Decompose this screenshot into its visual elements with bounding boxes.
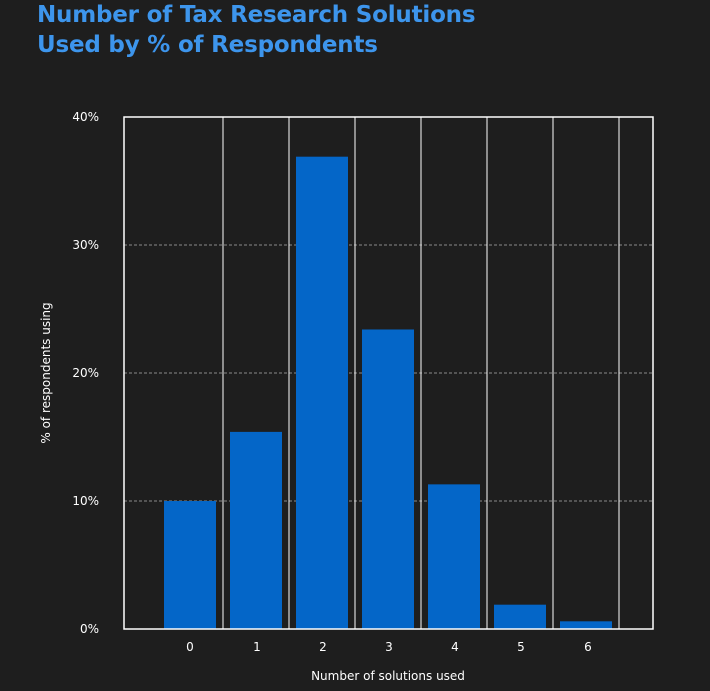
chart-title-line-2: Used by % of Respondents bbox=[37, 32, 378, 58]
bar-dividers bbox=[222, 117, 620, 629]
y-tick-label: 10% bbox=[72, 494, 99, 508]
x-tick-label: 0 bbox=[186, 640, 194, 654]
x-tick-label: 2 bbox=[319, 640, 327, 654]
x-tick-label: 4 bbox=[451, 640, 459, 654]
y-tick-label: 40% bbox=[72, 110, 99, 124]
x-axis-ticks: 0 1 2 3 4 5 6 bbox=[186, 640, 592, 654]
y-axis-label: % of respondents using bbox=[39, 302, 53, 443]
bars bbox=[164, 156, 612, 629]
y-axis-ticks: 0% 10% 20% 30% 40% bbox=[72, 110, 99, 636]
y-tick-label: 20% bbox=[72, 366, 99, 380]
bar-1 bbox=[230, 431, 282, 629]
x-axis-label: Number of solutions used bbox=[311, 669, 465, 683]
bar-0 bbox=[164, 501, 216, 629]
y-tick-label: 0% bbox=[80, 622, 99, 636]
bar-6 bbox=[560, 621, 612, 629]
x-tick-label: 6 bbox=[584, 640, 592, 654]
x-tick-label: 3 bbox=[385, 640, 393, 654]
bar-5 bbox=[494, 604, 546, 629]
plot-frame bbox=[123, 116, 654, 630]
x-tick-label: 1 bbox=[253, 640, 261, 654]
bar-4 bbox=[428, 484, 480, 629]
grid-lines bbox=[124, 244, 653, 502]
y-tick-label: 30% bbox=[72, 238, 99, 252]
x-tick-label: 5 bbox=[517, 640, 525, 654]
chart-title-line-1: Number of Tax Research Solutions bbox=[37, 2, 476, 28]
bar-2 bbox=[296, 156, 348, 629]
chart-title: Number of Tax Research Solutions Used by… bbox=[37, 0, 677, 60]
bar-3 bbox=[362, 329, 414, 629]
